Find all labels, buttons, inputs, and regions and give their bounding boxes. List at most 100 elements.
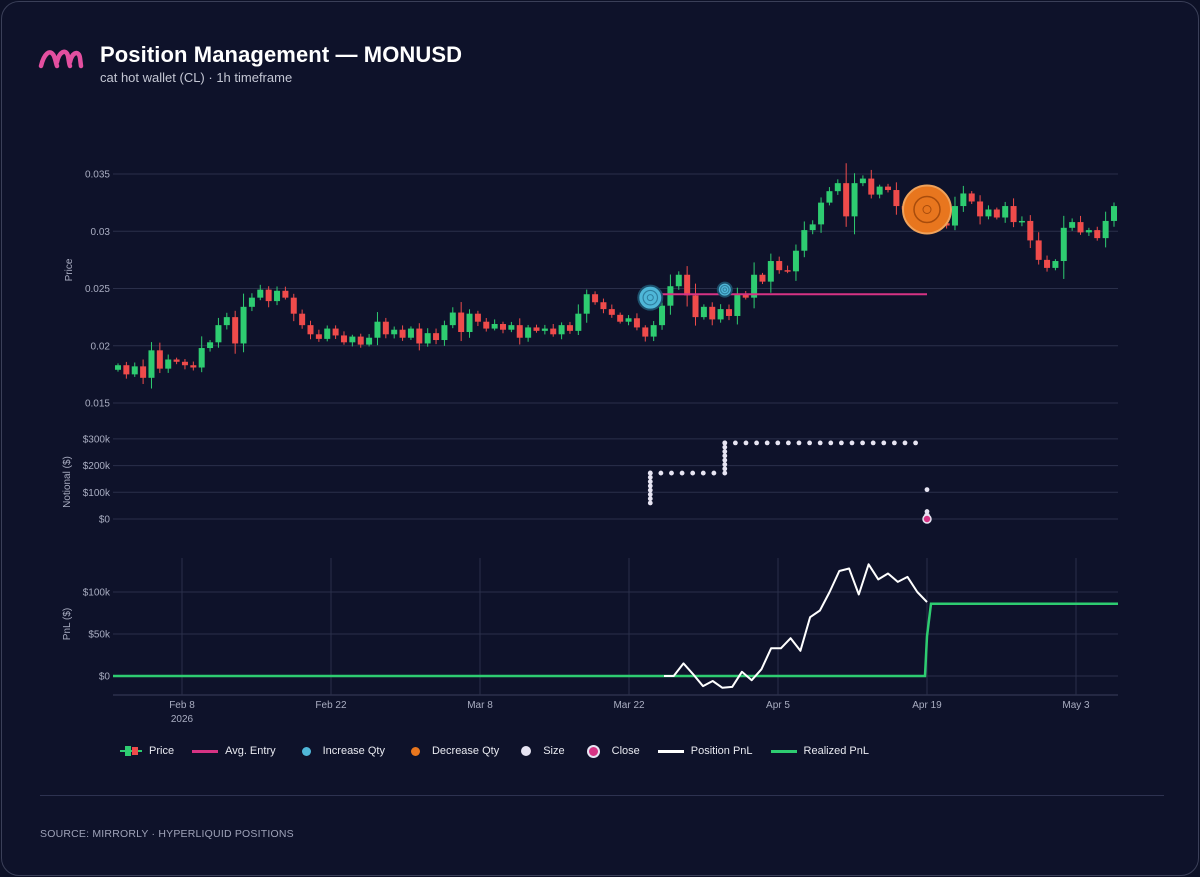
candle xyxy=(349,334,356,347)
candle-body xyxy=(257,289,264,298)
candle xyxy=(1085,227,1092,236)
candle xyxy=(734,287,741,325)
candle-body xyxy=(1111,206,1117,221)
candle-body xyxy=(818,202,825,225)
candle xyxy=(173,357,180,365)
legend-close[interactable]: Close xyxy=(583,744,640,758)
candle xyxy=(441,320,448,346)
candle-body xyxy=(491,323,498,329)
size-dot xyxy=(732,440,738,446)
candle-body xyxy=(198,348,205,368)
candle-body xyxy=(541,328,548,331)
candle xyxy=(274,286,281,306)
candle-body xyxy=(625,318,632,322)
legend-decrease[interactable]: Decrease Qty xyxy=(403,745,499,757)
legend-realized-pnl[interactable]: Realized PnL xyxy=(770,745,869,757)
candle-body xyxy=(801,230,808,251)
size-dot xyxy=(881,440,887,446)
candle xyxy=(115,363,121,372)
legend-increase-label: Increase Qty xyxy=(322,745,385,757)
candle xyxy=(324,325,331,342)
candle xyxy=(968,191,975,205)
legend-close-label: Close xyxy=(611,745,640,757)
candle-body xyxy=(299,313,306,326)
candle xyxy=(868,169,875,199)
candle xyxy=(818,197,825,233)
candle xyxy=(307,320,314,340)
legend-decrease-label: Decrease Qty xyxy=(431,745,500,757)
candle xyxy=(993,207,1000,220)
candle-body xyxy=(642,327,649,337)
candle xyxy=(776,256,783,274)
candle-body xyxy=(123,365,130,375)
size-dot xyxy=(647,470,653,476)
candle xyxy=(290,293,297,322)
notional-tick-label: $200k xyxy=(83,461,111,472)
legend-position-pnl[interactable]: Position PnL xyxy=(657,745,753,757)
size-dot xyxy=(722,444,728,450)
candle xyxy=(156,342,163,374)
increase-marker-ring xyxy=(719,284,730,295)
candle xyxy=(207,340,214,352)
candle-body xyxy=(223,317,230,326)
candle xyxy=(767,253,774,293)
candle xyxy=(1052,259,1059,271)
legend-avg-entry-label: Avg. Entry xyxy=(225,745,276,757)
candle xyxy=(1069,218,1076,231)
candle-body xyxy=(1060,227,1067,262)
size-dot xyxy=(764,440,770,446)
candle-body xyxy=(566,325,573,331)
candle-body xyxy=(792,250,799,272)
legend-size[interactable]: Size xyxy=(517,745,565,757)
candle xyxy=(784,265,791,274)
candle-body xyxy=(315,334,322,339)
legend-position-pnl-label: Position PnL xyxy=(690,745,753,757)
candle-body xyxy=(550,328,557,335)
candle-body xyxy=(374,321,381,338)
candle-body xyxy=(951,206,958,226)
decrease-marker-core xyxy=(922,204,932,214)
avg-entry-legend-icon xyxy=(192,749,219,753)
candle xyxy=(843,163,850,227)
candle-body xyxy=(675,274,682,287)
candle xyxy=(1060,215,1067,279)
candle xyxy=(357,333,364,348)
position-chart: Price Notional ($) PnL ($) 0.015 0.02 0.02… xyxy=(62,163,1118,725)
candle xyxy=(282,286,289,300)
x-tick-label: Apr 19 xyxy=(912,700,942,711)
increase-marker-core xyxy=(646,294,654,302)
size-dot xyxy=(860,440,865,446)
increase-marker xyxy=(716,281,733,298)
candle xyxy=(742,291,749,300)
candle-body xyxy=(868,178,875,195)
candle xyxy=(859,175,866,187)
legend-price-label: Price xyxy=(149,745,175,757)
candle-body xyxy=(725,309,732,316)
candle-body xyxy=(977,201,984,217)
candle xyxy=(190,361,197,371)
candle-body xyxy=(876,186,883,195)
candle xyxy=(123,361,130,379)
size-dot xyxy=(891,440,897,446)
size-dot xyxy=(647,483,653,489)
legend-avg-entry[interactable]: Avg. Entry xyxy=(192,745,276,757)
candle-body xyxy=(441,325,448,341)
candle-body xyxy=(148,350,155,378)
candle-body xyxy=(416,328,423,344)
candle-body xyxy=(692,295,699,318)
candle-body xyxy=(140,366,147,378)
legend-price[interactable]: Price xyxy=(120,744,174,758)
candle xyxy=(1010,198,1017,228)
candle xyxy=(382,317,389,339)
candle xyxy=(617,312,624,324)
candle xyxy=(809,220,816,235)
legend-increase[interactable]: Increase Qty xyxy=(294,745,385,757)
grid-lines xyxy=(113,173,1118,696)
candle xyxy=(508,321,515,333)
candle-body xyxy=(659,305,666,326)
candle-body xyxy=(215,325,222,343)
increase-marker xyxy=(637,284,664,311)
candle-body xyxy=(357,336,364,345)
candle xyxy=(826,187,833,206)
candle-body xyxy=(466,313,473,333)
